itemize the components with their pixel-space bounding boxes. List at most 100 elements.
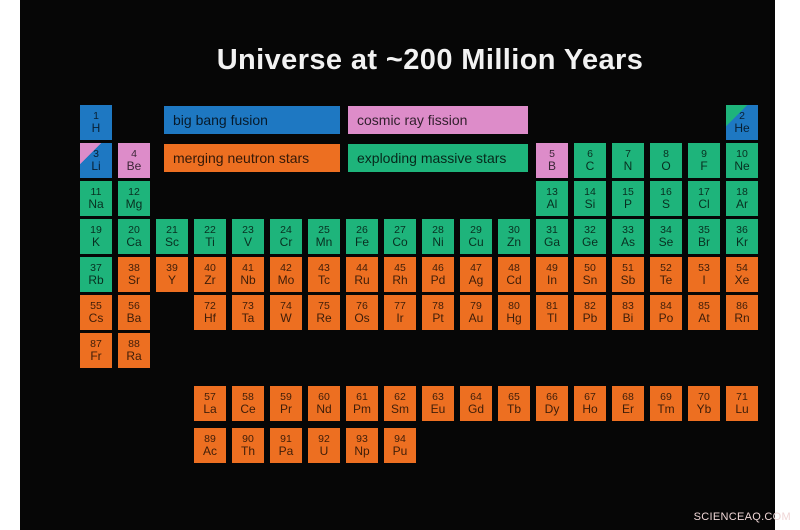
element-cell-tb: 65 Tb [498,386,530,421]
element-symbol: Zr [204,272,216,287]
element-number: 28 [432,223,444,236]
element-number: 9 [701,147,707,160]
element-number: 83 [622,299,634,312]
element-cell-he: 2 He [726,105,758,140]
element-symbol: Tm [657,401,675,416]
element-number: 74 [280,299,292,312]
element-symbol: Pb [582,310,598,325]
element-cell-gd: 64 Gd [460,386,492,421]
element-number: 30 [508,223,520,236]
element-cell-pr: 59 Pr [270,386,302,421]
element-number: 22 [204,223,216,236]
element-cell-rh: 45 Rh [384,257,416,292]
legend-item-exploding-massive-stars: exploding massive stars [348,144,528,172]
element-symbol: Ir [396,310,404,325]
element-number: 26 [356,223,368,236]
element-symbol: Ce [240,401,256,416]
legend-item-cosmic-ray-fission: cosmic ray fission [348,106,528,134]
element-cell-ga: 31 Ga [536,219,568,254]
element-cell-be: 4 Be [118,143,150,178]
element-symbol: V [243,234,252,249]
element-cell-si: 14 Si [574,181,606,216]
element-symbol: O [661,158,671,173]
element-number: 45 [394,261,406,274]
element-cell-k: 19 K [80,219,112,254]
element-number: 33 [622,223,634,236]
element-number: 79 [470,299,482,312]
element-symbol: Cs [88,310,104,325]
element-cell-sr: 38 Sr [118,257,150,292]
element-cell-tc: 43 Tc [308,257,340,292]
element-cell-ce: 58 Ce [232,386,264,421]
element-cell-as: 33 As [612,219,644,254]
element-number: 78 [432,299,444,312]
element-cell-mn: 25 Mn [308,219,340,254]
element-symbol: Rh [392,272,408,287]
element-number: 52 [660,261,672,274]
element-number: 54 [736,261,748,274]
element-symbol: Ar [736,196,748,211]
element-symbol: Th [240,443,255,458]
element-symbol: Fr [90,348,102,363]
element-number: 75 [318,299,330,312]
element-number: 2 [739,109,745,122]
element-symbol: H [91,120,101,135]
element-number: 16 [660,185,672,198]
element-symbol: Pu [392,443,408,458]
element-number: 8 [663,147,669,160]
element-number: 90 [242,432,254,445]
element-cell-ag: 47 Ag [460,257,492,292]
element-number: 10 [736,147,748,160]
page-title: Universe at ~200 Million Years [216,44,644,76]
element-number: 11 [90,185,102,198]
legend-item-merging-neutron-stars: merging neutron stars [164,144,340,172]
element-number: 15 [622,185,634,198]
element-number: 7 [625,147,631,160]
element-symbol: Eu [430,401,446,416]
element-symbol: U [319,443,329,458]
element-cell-w: 74 W [270,295,302,330]
element-symbol: Co [392,234,408,249]
element-cell-ti: 22 Ti [194,219,226,254]
element-number: 23 [242,223,254,236]
element-cell-y: 39 Y [156,257,188,292]
element-symbol: Cd [506,272,522,287]
element-symbol: Lu [735,401,749,416]
element-cell-s: 16 S [650,181,682,216]
element-cell-zn: 30 Zn [498,219,530,254]
element-symbol: Ac [202,443,217,458]
element-number: 59 [280,390,292,403]
element-symbol: Na [88,196,104,211]
element-symbol: Pt [432,310,444,325]
element-symbol: Be [126,158,142,173]
element-symbol: Ho [582,401,598,416]
element-symbol: Gd [467,401,484,416]
element-number: 49 [546,261,558,274]
element-number: 67 [584,390,596,403]
element-symbol: Ru [354,272,370,287]
element-number: 27 [394,223,406,236]
legend-item-big-bang-fusion: big bang fusion [164,106,340,134]
element-symbol: Ne [734,158,750,173]
element-symbol: Ni [432,234,444,249]
element-symbol: I [702,272,706,287]
element-symbol: Ti [205,234,215,249]
watermark: SCIENCEAQ.COM [693,511,791,523]
element-cell-sn: 50 Sn [574,257,606,292]
element-number: 35 [698,223,710,236]
element-symbol: Cl [698,196,710,211]
element-symbol: Pd [430,272,446,287]
element-number: 76 [356,299,368,312]
element-number: 40 [204,261,216,274]
element-symbol: C [585,158,595,173]
element-number: 46 [432,261,444,274]
element-cell-cl: 17 Cl [688,181,720,216]
legend-label: big bang fusion [173,112,268,128]
element-number: 38 [128,261,140,274]
element-symbol: Tc [318,272,330,287]
element-symbol: Y [167,272,176,287]
element-cell-tm: 69 Tm [650,386,682,421]
element-symbol: Pm [353,401,371,416]
element-cell-zr: 40 Zr [194,257,226,292]
